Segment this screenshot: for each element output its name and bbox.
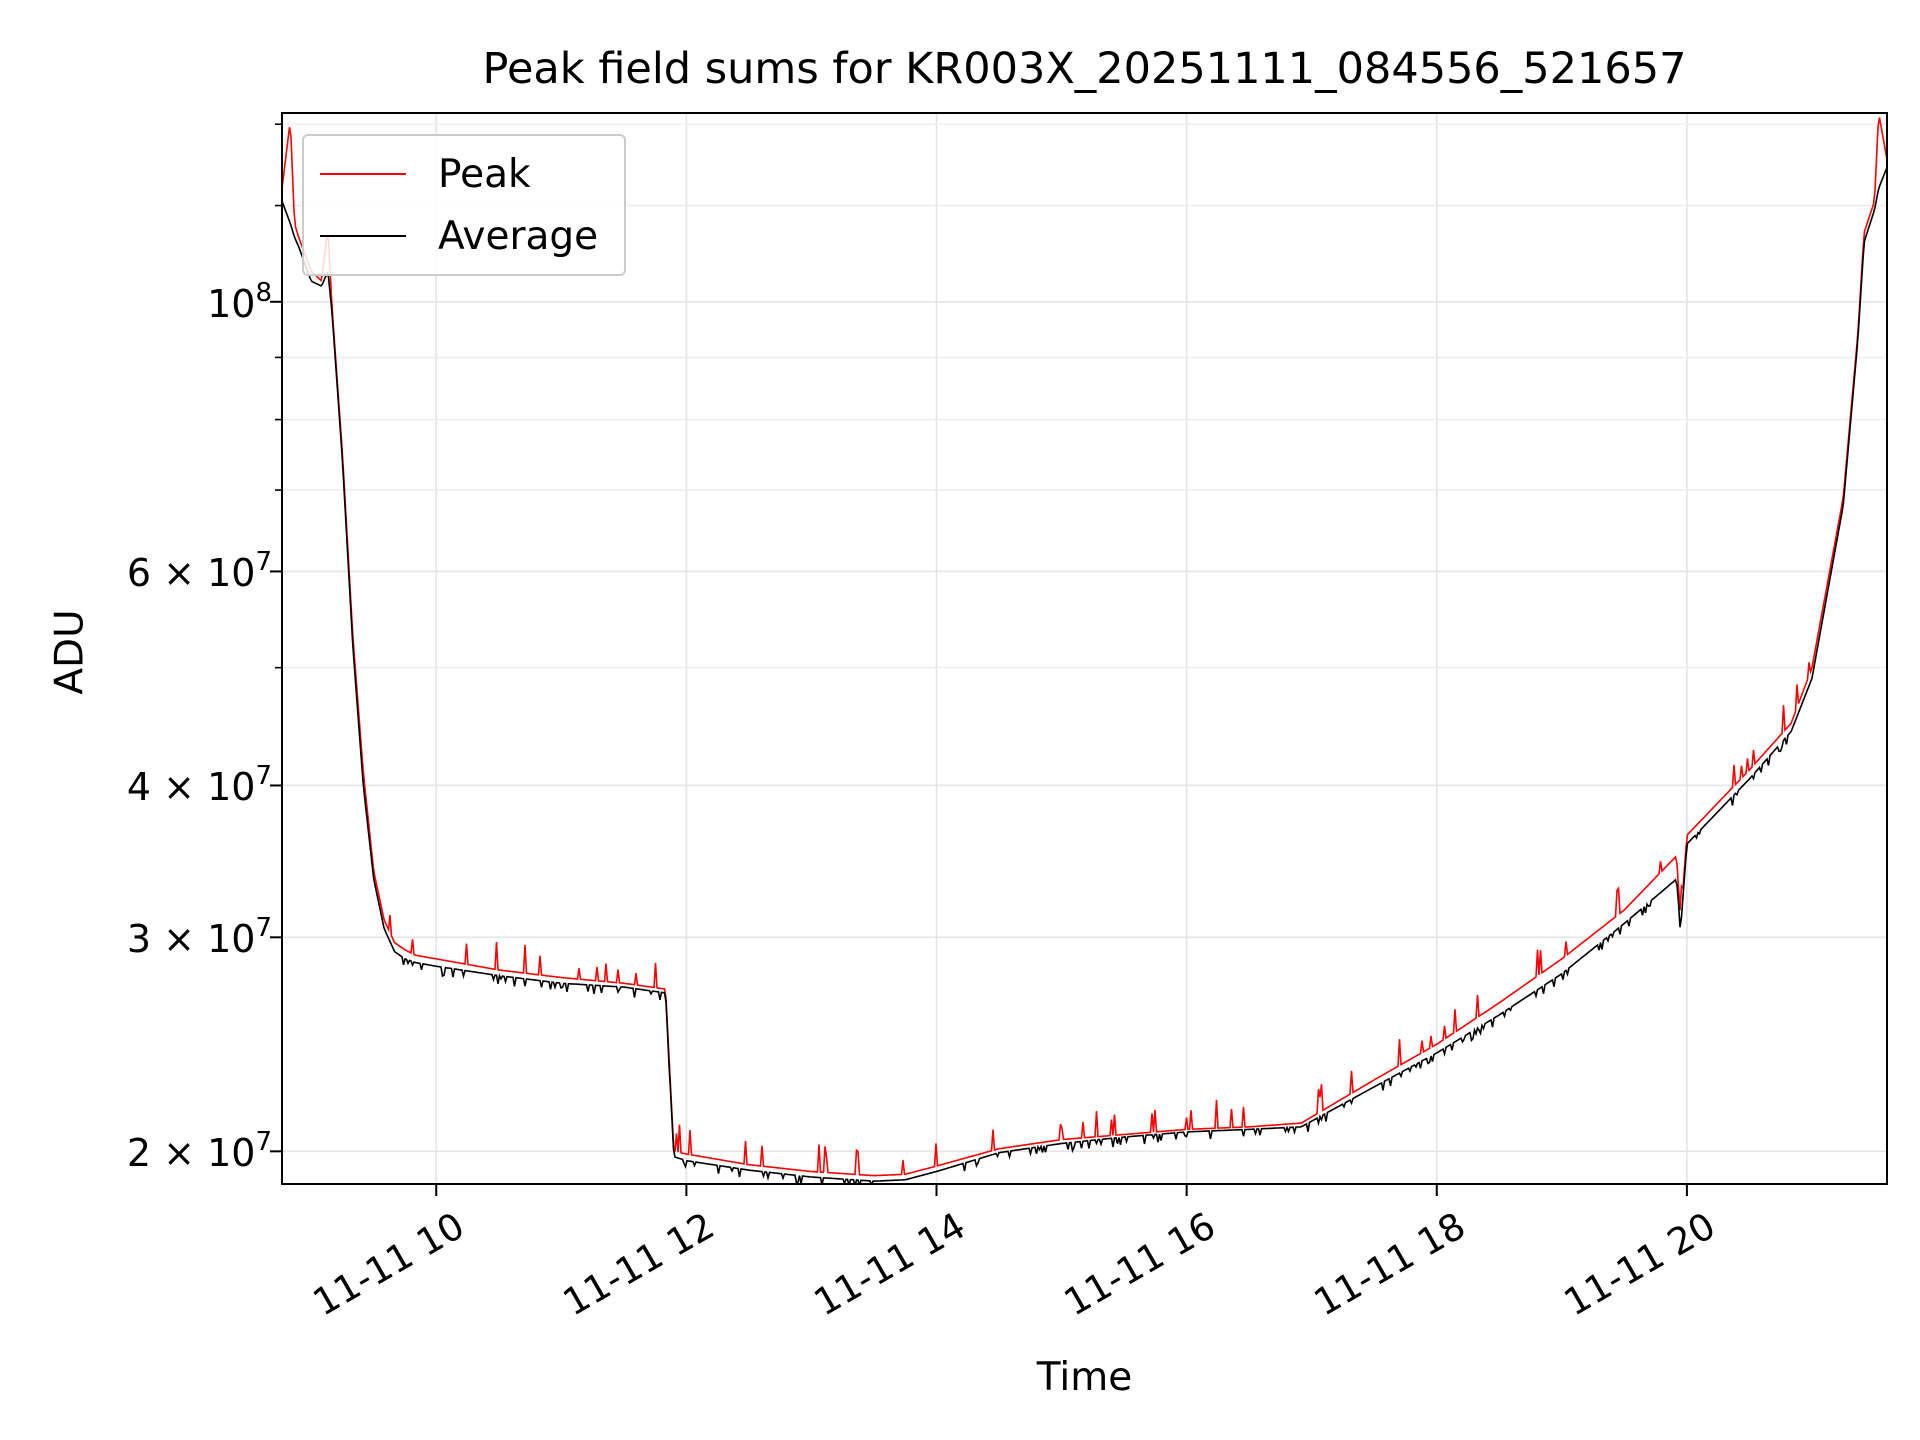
y-tick-base: 10 [207, 765, 256, 810]
legend: Peak Average [302, 134, 626, 276]
y-tick-coefficient: 6 × [126, 551, 208, 596]
y-tick-coefficient: 3 × [126, 917, 208, 962]
legend-item-peak: Peak [320, 151, 531, 197]
y-tick-coefficient: 4 × [126, 765, 208, 810]
y-tick-label: 3 × 107 [127, 913, 272, 961]
y-tick-exponent: 7 [255, 1127, 272, 1158]
series-line-average [282, 167, 1887, 1184]
y-tick-exponent: 7 [255, 761, 272, 792]
y-tick-base: 10 [207, 551, 256, 596]
y-tick-label: 6 × 107 [127, 547, 272, 595]
grid-lines [282, 113, 1887, 1184]
plot-area [282, 117, 1887, 1184]
x-axis-label: Time [1036, 1355, 1133, 1400]
y-tick-base: 10 [207, 1131, 256, 1176]
y-tick-label: 4 × 107 [127, 761, 272, 809]
y-tick-base: 10 [207, 281, 256, 326]
legend-label-peak: Peak [438, 151, 531, 197]
tick-marks [270, 123, 1688, 1196]
chart-title: Peak field sums for KR003X_20251111_0845… [482, 44, 1687, 94]
y-tick-coefficient: 2 × [126, 1131, 208, 1176]
y-tick-exponent: 8 [255, 277, 272, 308]
y-axis-label: ADU [47, 609, 93, 695]
legend-swatch-peak [320, 173, 406, 175]
y-tick-label: 2 × 107 [127, 1127, 272, 1175]
y-tick-exponent: 7 [255, 913, 272, 944]
legend-item-average: Average [320, 213, 599, 259]
series-line-peak [282, 117, 1887, 1177]
axes-frame [281, 112, 1888, 1185]
legend-swatch-average [320, 235, 406, 237]
y-tick-exponent: 7 [255, 547, 272, 578]
y-tick-label: 108 [207, 278, 272, 326]
legend-label-average: Average [438, 213, 599, 259]
y-tick-base: 10 [207, 917, 256, 962]
